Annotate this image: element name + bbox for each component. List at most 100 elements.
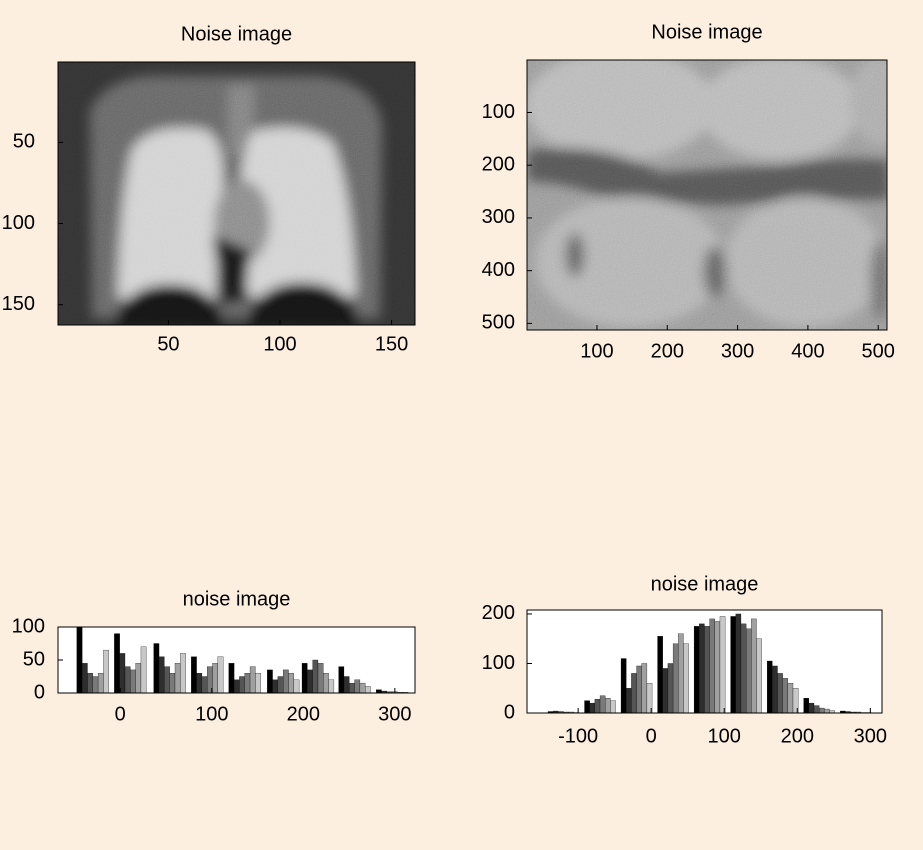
x-tick-label: 100 — [580, 340, 613, 362]
bar — [329, 680, 334, 693]
image-noise — [527, 60, 887, 330]
x-tick-label: 200 — [651, 340, 684, 362]
bar — [180, 653, 185, 693]
x-tick-label: 0 — [115, 703, 126, 725]
bar — [98, 673, 103, 693]
bar — [125, 667, 130, 693]
bar — [278, 677, 283, 694]
bar — [715, 621, 720, 713]
x-tick-label: 100 — [708, 725, 741, 747]
y-tick-label: 500 — [482, 312, 515, 334]
x-tick-label: 200 — [781, 725, 814, 747]
bar — [678, 634, 683, 713]
y-tick-label: 100 — [482, 652, 515, 674]
bar — [783, 678, 788, 713]
image-noise — [58, 62, 415, 325]
bar — [621, 659, 626, 713]
bar — [234, 680, 239, 693]
bar — [318, 663, 323, 693]
bar — [154, 644, 159, 694]
bar — [626, 688, 631, 713]
x-tick-label: 0 — [646, 725, 657, 747]
bar — [751, 619, 756, 713]
bar — [273, 680, 278, 693]
bar — [283, 670, 288, 693]
bar — [136, 663, 141, 693]
bar — [777, 673, 782, 713]
bar — [159, 657, 164, 693]
x-tick-label: 100 — [263, 333, 296, 355]
bar — [767, 661, 772, 713]
bar — [289, 673, 294, 693]
bar — [637, 666, 642, 713]
bar — [819, 708, 824, 713]
bar — [344, 677, 349, 694]
bar — [103, 650, 108, 693]
y-tick-label: 100 — [12, 615, 45, 637]
bar — [349, 683, 354, 693]
bar — [756, 639, 761, 713]
bar — [704, 626, 709, 713]
x-tick-label: 300 — [854, 725, 887, 747]
page: Noise image5010015050100150Noise image10… — [0, 0, 923, 850]
bar — [77, 627, 82, 693]
bar — [365, 686, 370, 693]
bar — [824, 709, 829, 713]
bar — [736, 614, 741, 713]
bar — [218, 657, 223, 693]
chart-title: Noise image — [651, 21, 762, 43]
teeth-image — [525, 50, 910, 330]
bar — [120, 653, 125, 693]
bar — [746, 629, 751, 713]
bar — [339, 667, 344, 693]
bar — [250, 667, 255, 693]
bar — [731, 616, 736, 713]
bar — [658, 636, 663, 713]
bar — [694, 626, 699, 713]
bar — [307, 670, 312, 693]
bar — [82, 663, 87, 693]
x-tick-label: -100 — [558, 725, 598, 747]
x-tick-label: 300 — [378, 703, 411, 725]
bar — [600, 696, 605, 713]
y-tick-label: 50 — [13, 131, 35, 153]
bar — [663, 668, 668, 713]
bar — [313, 660, 318, 693]
bar — [114, 634, 119, 693]
y-tick-label: 400 — [482, 259, 515, 281]
bar — [191, 657, 196, 693]
bar — [595, 699, 600, 713]
bar — [239, 677, 244, 694]
bar — [197, 673, 202, 693]
y-tick-label: 50 — [23, 648, 45, 670]
bar — [699, 624, 704, 713]
bar — [255, 673, 260, 693]
x-tick-label: 400 — [791, 340, 824, 362]
bar — [804, 698, 809, 713]
bar — [360, 683, 365, 693]
bar — [170, 673, 175, 693]
figure: Noise image5010015050100150Noise image10… — [0, 0, 923, 850]
y-tick-label: 150 — [2, 293, 35, 315]
bar — [590, 703, 595, 713]
bar — [164, 667, 169, 693]
y-tick-label: 0 — [504, 701, 515, 723]
bar — [710, 619, 715, 713]
bar — [788, 683, 793, 713]
bar — [229, 663, 234, 693]
bar — [720, 616, 725, 713]
y-tick-label: 200 — [482, 602, 515, 624]
bar — [814, 706, 819, 713]
x-tick-label: 50 — [157, 333, 179, 355]
bar — [642, 663, 647, 713]
bar — [585, 701, 590, 713]
bar — [294, 680, 299, 693]
bar — [202, 677, 207, 694]
x-tick-label: 500 — [862, 340, 895, 362]
bar — [673, 644, 678, 713]
bar — [175, 663, 180, 693]
bar — [267, 670, 272, 693]
chart-title: noise image — [183, 588, 291, 610]
x-tick-label: 300 — [721, 340, 754, 362]
bar — [141, 647, 146, 693]
